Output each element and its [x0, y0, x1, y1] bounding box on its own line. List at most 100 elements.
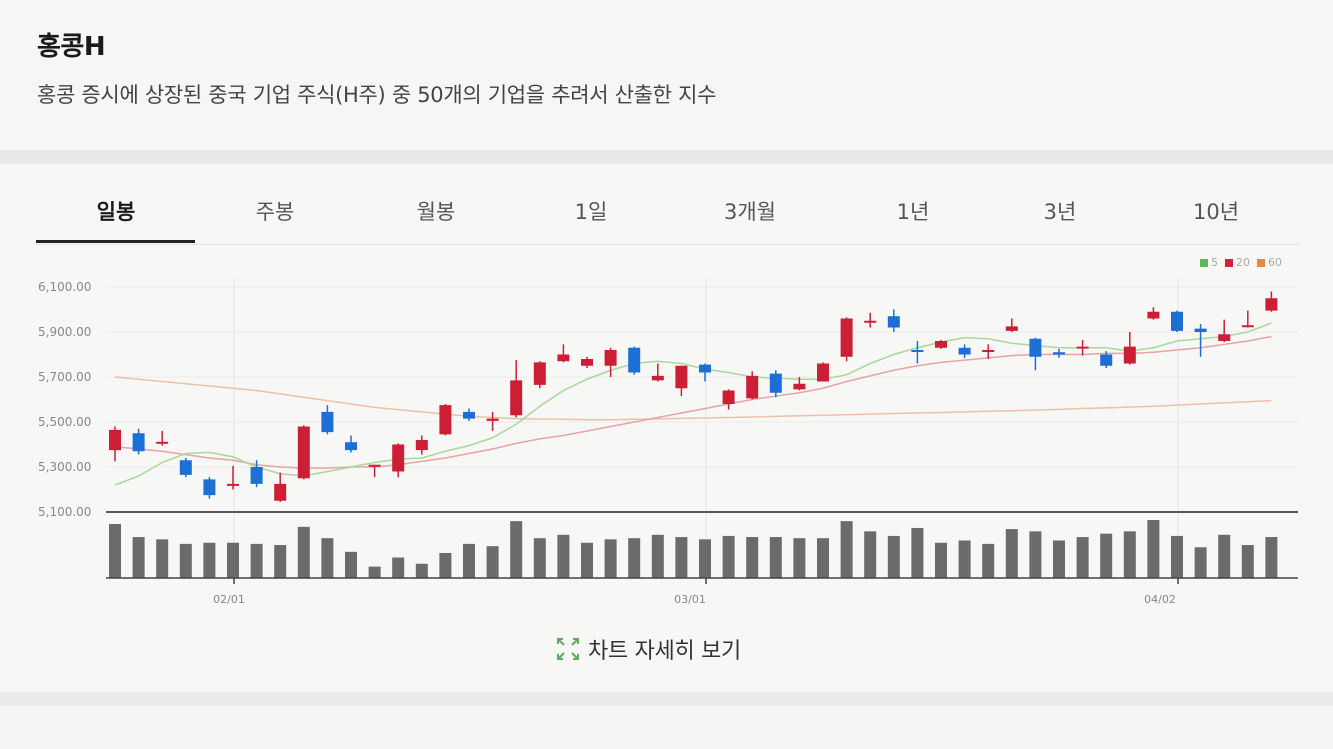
- volume-bar: [533, 538, 546, 578]
- volume-bar: [911, 527, 924, 578]
- candle-body: [227, 483, 239, 486]
- candle-body: [1076, 346, 1089, 349]
- y-tick-label: 5,900.00: [38, 325, 92, 339]
- ma5-swatch: [1200, 258, 1208, 267]
- active-tab-indicator: [36, 240, 195, 243]
- volume-bar: [321, 538, 334, 578]
- page-header: 홍콩H 홍콩 증시에 상장된 중국 기업 주식(H주) 중 50개의 기업을 추…: [0, 0, 1333, 150]
- volume-bar: [864, 531, 877, 578]
- candle-body: [415, 440, 428, 451]
- candle-body: [297, 426, 310, 479]
- candle-body: [368, 464, 381, 467]
- volume-bar: [368, 566, 381, 578]
- ma60-swatch: [1257, 258, 1265, 267]
- tab-1year[interactable]: 1년: [896, 200, 930, 224]
- volume-bar: [297, 526, 310, 578]
- y-tick-label: 5,700.00: [38, 370, 92, 384]
- tab-monthly[interactable]: 월봉: [416, 200, 456, 224]
- volume-bar: [604, 539, 617, 578]
- volume-bar: [675, 537, 688, 578]
- candle-body: [840, 318, 853, 357]
- volume-bar: [1029, 531, 1042, 578]
- chart-card: [0, 164, 1333, 692]
- candle-body: [887, 316, 900, 328]
- legend-ma5: 5: [1211, 256, 1218, 269]
- view-chart-detail-button[interactable]: 차트 자세히 보기: [556, 633, 741, 665]
- legend-ma60: 60: [1268, 256, 1282, 269]
- candle-body: [179, 460, 192, 475]
- x-tick-label: 03/01: [674, 593, 706, 606]
- volume-bar: [1123, 531, 1136, 578]
- candle-body: [486, 418, 499, 421]
- tab-10years[interactable]: 10년: [1192, 200, 1240, 224]
- candle-body: [722, 390, 735, 404]
- volume-bar: [1147, 520, 1160, 578]
- candle-body: [864, 320, 877, 323]
- volume-bar: [793, 538, 806, 578]
- candle-body: [463, 411, 475, 419]
- volume-bar: [581, 542, 593, 578]
- expand-icon: [557, 638, 579, 660]
- volume-bar: [203, 542, 216, 578]
- volume-bar: [1171, 535, 1183, 578]
- period-tabs: 일봉 주봉 월봉 1일 3개월 1년 3년 10년: [36, 188, 1300, 245]
- candle-body: [1171, 311, 1183, 331]
- candle-body: [392, 444, 405, 472]
- candle-body: [533, 362, 546, 385]
- candle-body: [557, 354, 570, 362]
- candle-body: [1029, 338, 1042, 357]
- y-tick-label: 5,300.00: [38, 460, 92, 474]
- volume-bar: [1218, 534, 1231, 578]
- candle-body: [628, 347, 641, 373]
- volume-bar: [1241, 545, 1254, 578]
- candle-body: [321, 411, 334, 433]
- ma60-line: [114, 376, 1272, 421]
- volume-bar: [1076, 537, 1089, 578]
- view-chart-detail-label: 차트 자세히 보기: [588, 639, 741, 664]
- volume-bar: [1194, 547, 1207, 578]
- volume-bar: [510, 521, 523, 578]
- candle-body: [982, 350, 995, 352]
- volume-bar: [250, 543, 263, 578]
- volume-bar: [345, 551, 357, 578]
- candle-body: [1005, 326, 1018, 331]
- y-tick-label: 5,100.00: [38, 505, 92, 519]
- volume-bar: [746, 537, 759, 578]
- candle-body: [1053, 352, 1065, 355]
- candle-body: [132, 433, 145, 452]
- candle-body: [793, 383, 806, 390]
- volume-bar: [439, 552, 452, 578]
- tab-weekly[interactable]: 주봉: [255, 200, 295, 224]
- y-tick-label: 6,100.00: [38, 280, 92, 294]
- volume-bar: [486, 546, 499, 578]
- next-section: [0, 706, 1333, 749]
- volume-bar: [769, 537, 782, 578]
- volume-bar: [982, 543, 995, 578]
- candle-body: [510, 380, 523, 416]
- candle-body: [1265, 298, 1278, 311]
- tab-daily[interactable]: 일봉: [96, 200, 136, 224]
- volume-bar: [840, 521, 853, 578]
- volume-bar: [722, 535, 735, 578]
- volume-bar: [1265, 537, 1278, 578]
- x-tick-label: 04/02: [1144, 593, 1176, 606]
- volume-bar: [1100, 533, 1113, 578]
- page-title: 홍콩H: [37, 32, 106, 62]
- tab-3months[interactable]: 3개월: [723, 200, 777, 224]
- candle-body: [911, 350, 924, 352]
- volume-bar: [463, 543, 475, 578]
- ma5-line: [114, 322, 1272, 486]
- candle-body: [817, 363, 829, 382]
- candle-body: [1241, 325, 1254, 328]
- candle-body: [1123, 346, 1136, 364]
- volume-bar: [699, 539, 711, 578]
- volume-bar: [958, 540, 971, 578]
- ma20-swatch: [1225, 258, 1233, 267]
- candle-body: [746, 375, 759, 399]
- candle-body: [1100, 354, 1113, 366]
- page-subtitle: 홍콩 증시에 상장된 중국 기업 주식(H주) 중 50개의 기업을 추려서 산…: [37, 83, 717, 107]
- tab-1day[interactable]: 1일: [574, 200, 608, 224]
- candle-body: [1147, 311, 1160, 319]
- tab-3years[interactable]: 3년: [1043, 200, 1077, 224]
